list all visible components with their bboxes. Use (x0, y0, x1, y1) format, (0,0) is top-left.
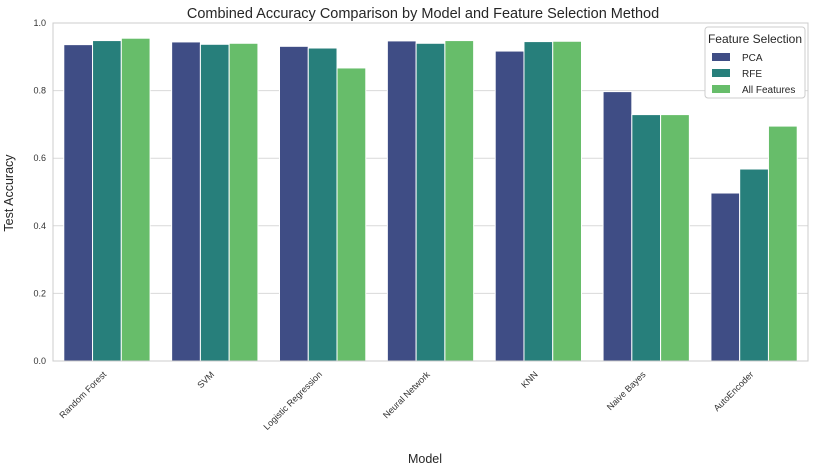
bar-all-features-naive-bayes (660, 114, 690, 362)
legend-title: Feature Selection (708, 32, 802, 46)
x-tick-label: SVM (195, 369, 216, 390)
bar-pca-autoencoder (710, 192, 741, 362)
legend-label: All Features (742, 85, 795, 96)
y-axis-label: Test Accuracy (2, 154, 16, 232)
bar-all-features-logistic-regression (336, 67, 367, 362)
x-axis-label: Model (408, 452, 442, 466)
y-tick-label: 0.0 (33, 356, 46, 366)
bar-rfe-svm (199, 43, 230, 362)
x-tick-label: Naive Bayes (605, 369, 648, 412)
y-tick-label: 1.0 (33, 18, 46, 28)
x-tick-label: KNN (519, 369, 540, 390)
legend: Feature Selection PCA RFE All Features (704, 26, 806, 99)
bar-rfe-autoencoder (739, 168, 769, 362)
bar-pca-logistic-regression (279, 45, 309, 362)
legend-swatch-rfe (712, 69, 730, 77)
bar-all-features-neural-network (444, 40, 475, 362)
bar-all-features-random-forest (120, 37, 151, 362)
bar-pca-svm (171, 41, 201, 362)
bar-rfe-neural-network (415, 42, 446, 362)
legend-swatch-all-features (712, 85, 730, 93)
bar-rfe-naive-bayes (631, 114, 662, 362)
bar-rfe-random-forest (92, 40, 122, 362)
bar-pca-knn (494, 50, 525, 362)
legend-box (704, 26, 806, 99)
y-tick-label: 0.8 (33, 86, 46, 96)
y-tick-label: 0.2 (33, 288, 46, 298)
bar-pca-random-forest (63, 44, 94, 362)
bar-rfe-logistic-regression (307, 47, 338, 362)
bar-all-features-knn (552, 40, 583, 362)
y-tick-label: 0.4 (33, 221, 46, 231)
legend-label: PCA (742, 53, 763, 64)
x-tick-label: Neural Network (381, 369, 432, 420)
y-tick-label: 0.6 (33, 153, 46, 163)
bar-pca-naive-bayes (602, 91, 633, 362)
bar-all-features-autoencoder (767, 125, 798, 362)
bar-rfe-knn (523, 41, 554, 362)
x-tick-label: AutoEncoder (712, 369, 756, 413)
legend-swatch-pca (712, 53, 730, 61)
x-tick-label: Random Forest (57, 369, 108, 420)
bar-pca-neural-network (386, 40, 417, 362)
plot-frame (52, 22, 809, 362)
chart-title: Combined Accuracy Comparison by Model an… (187, 6, 659, 22)
x-tick-label: Logistic Regression (261, 369, 324, 432)
bar-all-features-svm (228, 42, 259, 362)
legend-label: RFE (742, 69, 762, 80)
bars (63, 37, 798, 362)
